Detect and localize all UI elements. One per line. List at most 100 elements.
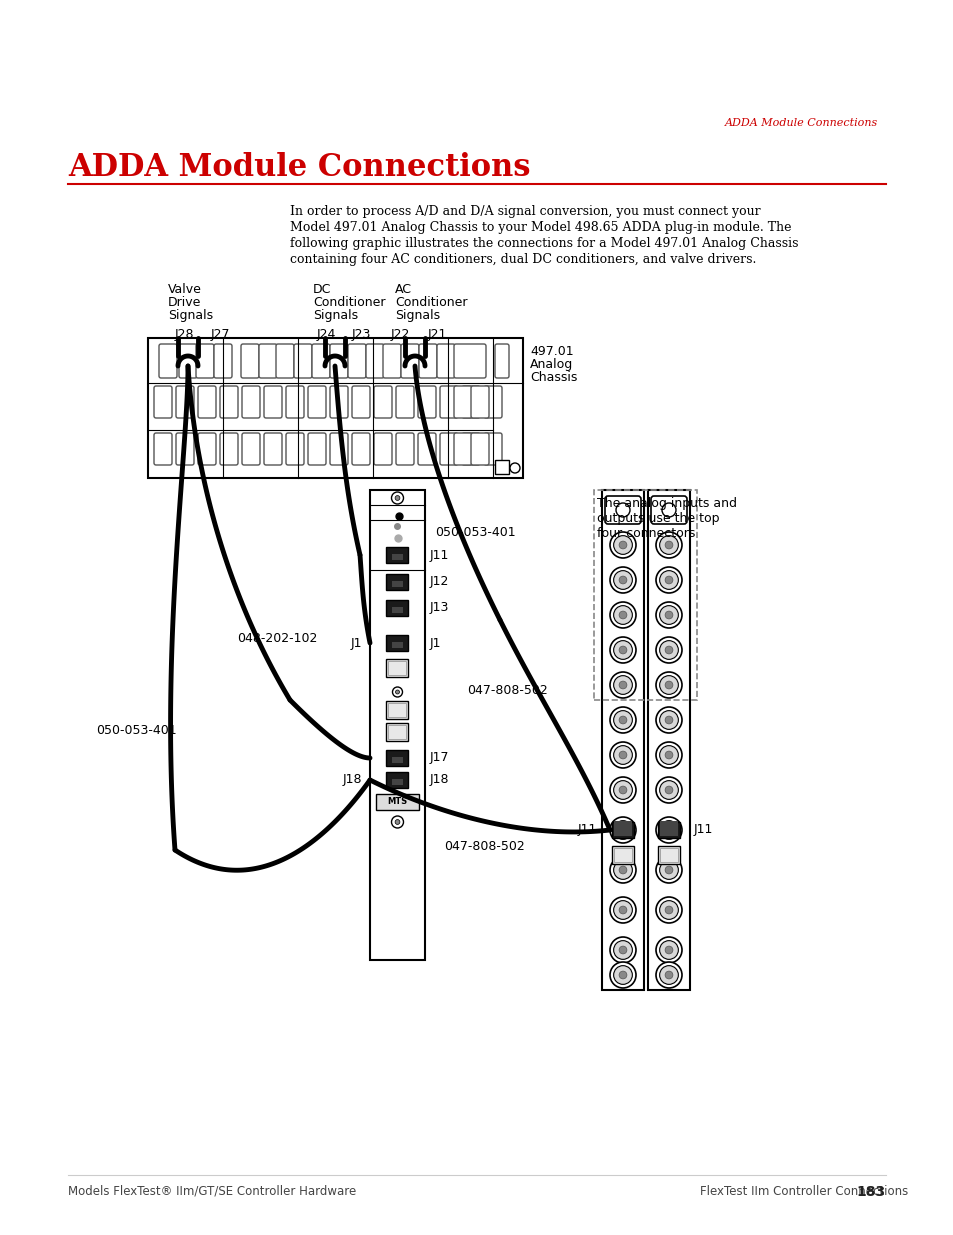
Circle shape — [664, 716, 672, 724]
Circle shape — [618, 751, 626, 758]
Text: Conditioner: Conditioner — [313, 296, 385, 309]
Bar — [392, 582, 402, 587]
Circle shape — [613, 746, 632, 764]
Circle shape — [656, 777, 681, 803]
Circle shape — [656, 937, 681, 963]
Text: ADDA Module Connections: ADDA Module Connections — [724, 119, 877, 128]
Circle shape — [659, 746, 678, 764]
Bar — [659, 821, 678, 836]
FancyBboxPatch shape — [330, 433, 348, 466]
Circle shape — [656, 897, 681, 923]
Text: 047-808-502: 047-808-502 — [443, 841, 524, 853]
FancyBboxPatch shape — [395, 387, 414, 417]
Text: The analog inputs and
outputs use the top
four connectors: The analog inputs and outputs use the to… — [597, 496, 737, 540]
Text: Drive: Drive — [168, 296, 201, 309]
Circle shape — [656, 532, 681, 558]
FancyBboxPatch shape — [483, 387, 501, 417]
Text: J12: J12 — [430, 576, 449, 589]
Circle shape — [656, 742, 681, 768]
FancyBboxPatch shape — [436, 345, 455, 378]
Circle shape — [510, 463, 519, 473]
FancyBboxPatch shape — [382, 345, 400, 378]
Bar — [647, 490, 689, 990]
FancyBboxPatch shape — [461, 387, 479, 417]
Circle shape — [613, 605, 632, 625]
Circle shape — [618, 946, 626, 953]
Bar — [601, 490, 643, 990]
FancyBboxPatch shape — [179, 345, 196, 378]
Text: J1: J1 — [350, 636, 361, 650]
Circle shape — [609, 962, 636, 988]
FancyBboxPatch shape — [242, 387, 260, 417]
FancyBboxPatch shape — [417, 387, 436, 417]
Bar — [370, 490, 424, 960]
Circle shape — [656, 706, 681, 734]
Circle shape — [664, 541, 672, 548]
FancyBboxPatch shape — [220, 387, 237, 417]
Text: AC: AC — [395, 283, 412, 296]
Circle shape — [618, 541, 626, 548]
Text: Chassis: Chassis — [530, 370, 577, 384]
Circle shape — [609, 818, 636, 844]
Text: Conditioner: Conditioner — [395, 296, 467, 309]
Circle shape — [395, 820, 399, 825]
FancyBboxPatch shape — [242, 433, 260, 466]
Bar — [386, 635, 408, 651]
Bar — [386, 772, 408, 788]
Text: J1: J1 — [430, 636, 441, 650]
Circle shape — [609, 601, 636, 629]
Bar — [386, 600, 408, 616]
Circle shape — [609, 672, 636, 698]
FancyBboxPatch shape — [294, 345, 312, 378]
Circle shape — [613, 710, 632, 730]
FancyBboxPatch shape — [374, 387, 392, 417]
Bar — [392, 779, 402, 785]
Circle shape — [664, 680, 672, 689]
FancyBboxPatch shape — [213, 345, 232, 378]
FancyBboxPatch shape — [195, 345, 213, 378]
Text: J27: J27 — [210, 329, 230, 341]
Circle shape — [613, 676, 632, 694]
Circle shape — [664, 611, 672, 619]
Text: J13: J13 — [430, 601, 449, 615]
Circle shape — [618, 646, 626, 653]
FancyBboxPatch shape — [312, 345, 330, 378]
FancyBboxPatch shape — [454, 433, 472, 466]
Circle shape — [613, 820, 632, 840]
Bar — [392, 757, 402, 763]
Circle shape — [659, 861, 678, 879]
Bar — [495, 459, 509, 474]
Circle shape — [659, 941, 678, 960]
FancyBboxPatch shape — [439, 433, 457, 466]
Circle shape — [661, 503, 676, 517]
Text: MTS: MTS — [387, 798, 407, 806]
FancyBboxPatch shape — [220, 433, 237, 466]
Circle shape — [656, 496, 681, 522]
FancyBboxPatch shape — [153, 387, 172, 417]
Bar — [386, 722, 408, 741]
Bar — [612, 823, 634, 839]
Bar — [388, 703, 406, 718]
Text: 050-053-401: 050-053-401 — [435, 526, 515, 540]
Circle shape — [609, 496, 636, 522]
Text: J11: J11 — [430, 548, 449, 562]
FancyBboxPatch shape — [400, 345, 418, 378]
Bar — [658, 823, 679, 839]
Bar — [658, 846, 679, 864]
Bar — [659, 848, 678, 862]
Text: J24: J24 — [316, 329, 335, 341]
Text: Valve: Valve — [168, 283, 202, 296]
Circle shape — [664, 866, 672, 874]
Circle shape — [613, 861, 632, 879]
Circle shape — [613, 900, 632, 919]
Circle shape — [618, 576, 626, 584]
FancyBboxPatch shape — [308, 387, 326, 417]
FancyBboxPatch shape — [418, 345, 436, 378]
Text: Signals: Signals — [313, 309, 357, 322]
Circle shape — [664, 971, 672, 979]
Bar — [392, 555, 402, 559]
FancyBboxPatch shape — [275, 345, 294, 378]
FancyBboxPatch shape — [264, 387, 282, 417]
Bar — [386, 547, 408, 563]
FancyBboxPatch shape — [175, 387, 193, 417]
